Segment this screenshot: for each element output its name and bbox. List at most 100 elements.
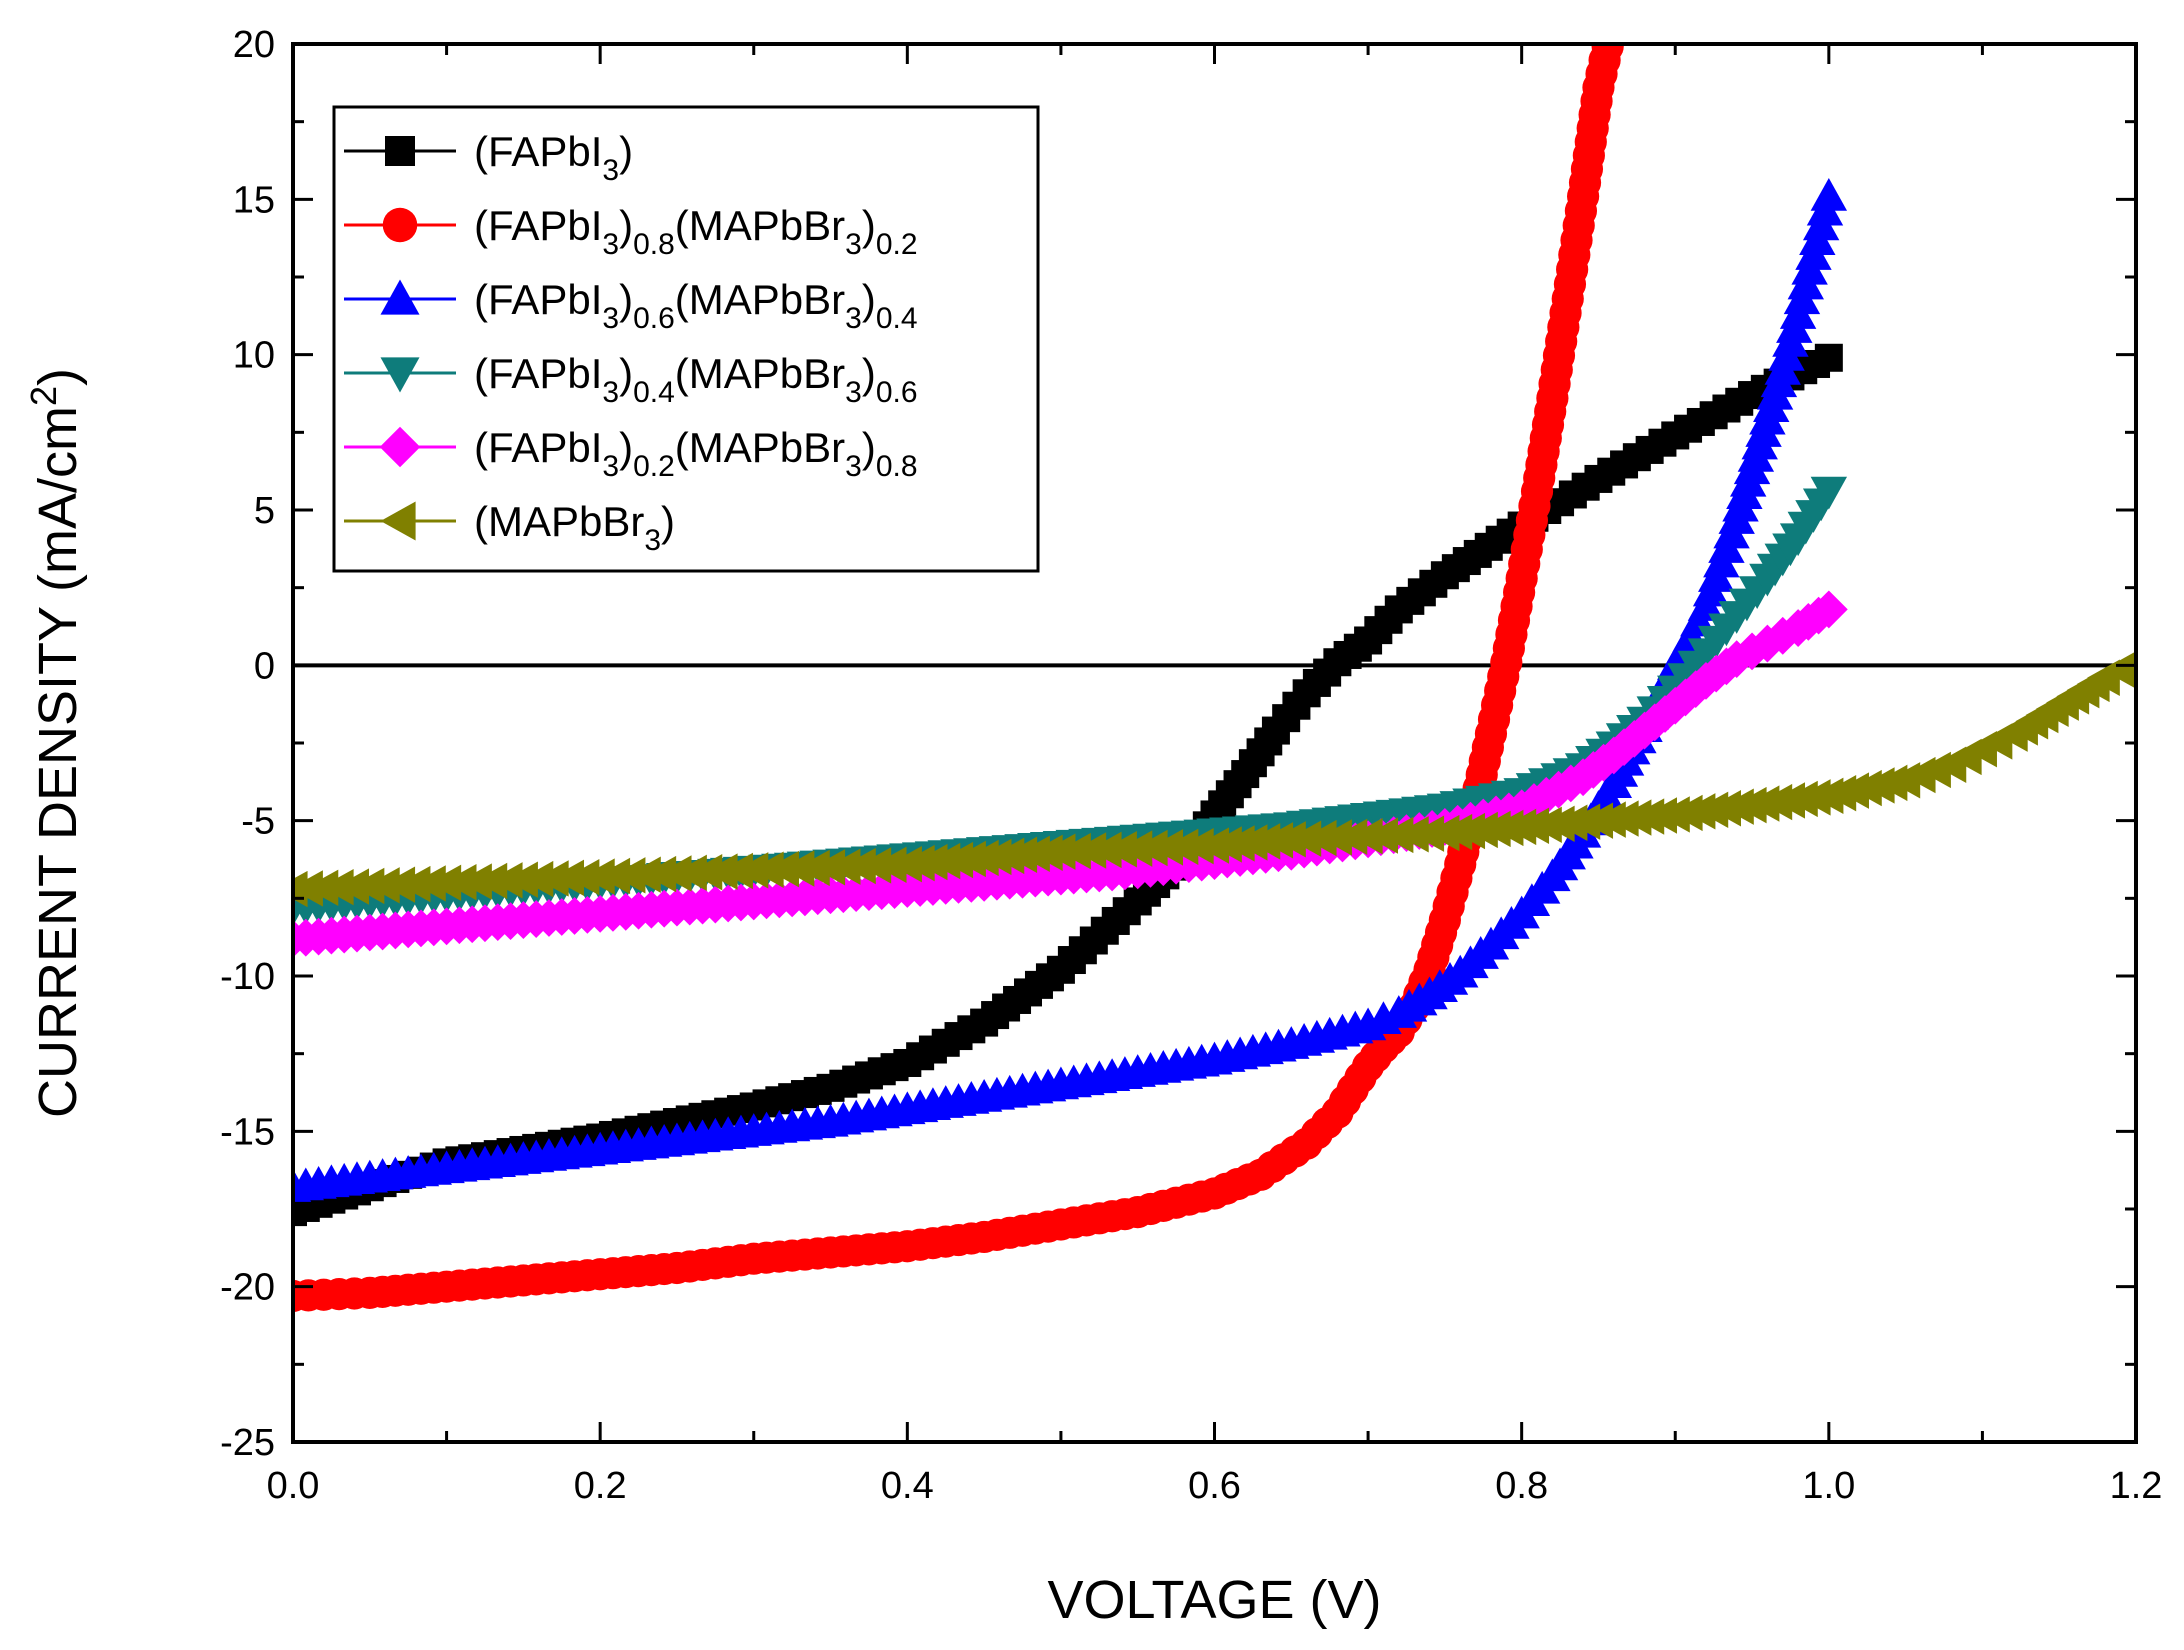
y-tick-label: -10 [220,956,275,998]
data-point [1334,818,1368,856]
data-point [796,849,830,887]
legend-label-sub: 0.8 [876,450,918,483]
series-2 [293,3,1630,1313]
x-tick-label: 0.8 [1495,1465,1548,1507]
data-point [489,862,523,899]
legend-label-part: ) [619,128,633,175]
data-point [581,858,615,895]
data-point [1810,178,1848,211]
data-point [535,860,569,897]
x-tick-label: 0.6 [1188,1465,1241,1507]
legend-label-sub: 0.4 [633,376,675,409]
y-tick-label: 20 [233,24,275,66]
data-point [1395,816,1429,853]
data-point [2117,652,2136,673]
data-point [1165,828,1199,865]
y-axis-title-sup: 2 [23,386,64,406]
data-point [443,863,477,901]
data-point [1104,831,1137,868]
data-point [812,849,846,886]
y-axis-title: CURRENT DENSITY (mA/cm2) [23,368,88,1118]
data-point [336,868,369,905]
legend-marker [380,501,416,541]
data-point [1748,624,1787,663]
data-point [413,865,446,902]
legend-marker [380,279,420,315]
x-tick-label: 0.4 [881,1465,934,1507]
legend-label-sub: 3 [602,450,619,483]
data-point [1598,3,1630,35]
legend-label: (FAPbI3)0.8(MAPbBr3)0.2 [474,202,918,261]
data-point [674,854,707,892]
data-point [1303,819,1337,857]
legend-label-part: ) [619,202,633,249]
legend-label-part: (FAPbI [474,202,602,249]
legend-entry: (FAPbI3) [344,128,633,187]
data-point [1411,815,1445,852]
data-point [1365,817,1399,854]
legend-label-sub: 3 [845,450,862,483]
y-tick-label: 15 [233,179,275,221]
data-point [459,863,492,900]
data-point [505,861,538,898]
y-tick-label: -5 [241,801,275,843]
y-tick-label: 5 [254,490,275,532]
legend-marker [382,207,418,243]
data-point [720,852,753,890]
legend-label: (FAPbI3)0.6(MAPbBr3)0.4 [474,276,918,335]
y-axis-title-text: CURRENT DENSITY (mA/cm [28,406,88,1118]
series-layer [293,3,2136,1313]
legend-entry: (FAPbI3)0.2(MAPbBr3)0.8 [344,424,918,483]
data-point [1591,44,1624,63]
y-tick-label: 10 [233,335,275,377]
data-point [658,855,692,892]
legend-entry: (FAPbI3)0.8(MAPbBr3)0.2 [344,202,918,261]
x-tick-label: 1.2 [2110,1465,2163,1507]
x-tick-label: 1.0 [1802,1465,1855,1507]
data-point [1809,590,1848,629]
legend-label-part: ) [862,424,876,471]
data-point [1288,820,1322,857]
legend-label-part: (FAPbI [474,276,602,323]
legend-label-part: ) [661,498,675,545]
legend-label-part: ) [862,350,876,397]
legend-label-part: (MAPbBr [474,498,644,545]
data-point [843,847,876,885]
data-point [1150,829,1183,866]
legend-box [332,105,1040,573]
data-point [1119,830,1153,867]
data-point [750,851,784,888]
legend-label: (FAPbI3) [474,128,633,187]
data-point [1134,829,1168,867]
legend-label-sub: 0.4 [876,302,918,335]
data-point [689,854,723,891]
data-point [320,868,354,906]
data-point [735,852,769,889]
legend-entry: (FAPbI3)0.6(MAPbBr3)0.4 [344,276,918,335]
data-point [520,860,554,898]
data-point [827,848,861,885]
legend-label-part: (MAPbBr [675,276,845,323]
data-point [766,850,800,888]
data-point [1042,833,1076,870]
tick-layer: 0.0 0.2 0.4 0.6 0.8 1.0 1.2 -25 -20 -15 -10 -5 0 5 10 1… [220,24,2162,1507]
data-point [474,862,508,900]
legend-label-part: ) [619,350,633,397]
legend-label-part: (FAPbI [474,128,602,175]
data-point [643,855,677,893]
data-point [873,846,907,883]
data-point [1380,816,1414,854]
data-point [551,859,585,897]
legend-label-sub: 3 [602,302,619,335]
legend-label: (MAPbBr3) [474,498,675,557]
legend-label-sub: 0.8 [633,228,675,261]
y-tick-label: -25 [220,1422,275,1464]
data-point [1058,832,1091,870]
data-point [1088,831,1122,869]
legend-label-sub: 3 [644,524,661,557]
data-point [612,857,646,894]
legend-label-sub: 0.6 [876,376,918,409]
data-point [566,859,600,896]
legend-label-sub: 3 [602,228,619,261]
data-point [1073,832,1107,869]
